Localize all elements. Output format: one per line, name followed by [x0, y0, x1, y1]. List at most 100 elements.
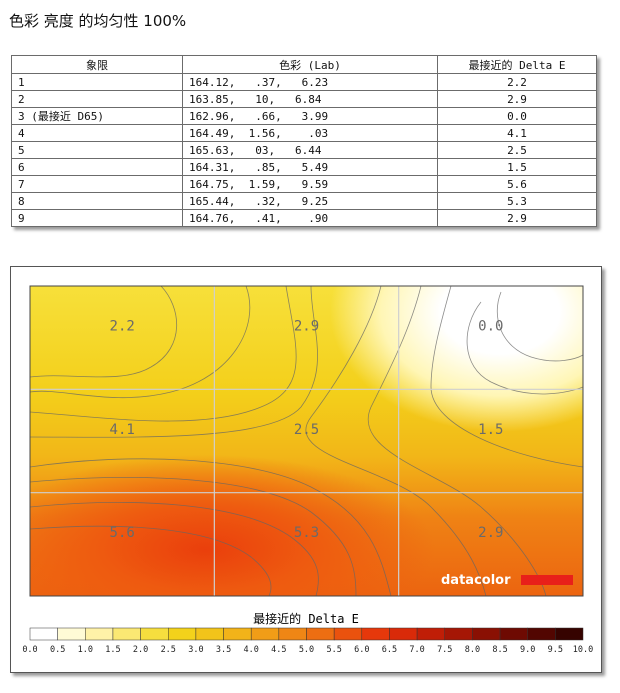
heatmap-cool-region — [330, 286, 583, 432]
cell-value-label: 2.9 — [294, 318, 319, 334]
header-lab: 色彩 (Lab) — [182, 55, 438, 74]
lab-cell: 164.75, 1.59, 9.59 — [182, 175, 438, 193]
lab-cell: 164.49, 1.56, .03 — [182, 124, 438, 142]
quadrant-cell: 3 (最接近 D65) — [11, 107, 183, 125]
page-title: 色彩 亮度 的均匀性 100% — [9, 12, 187, 30]
quadrant-cell: 5 — [11, 141, 183, 159]
contour-line — [30, 286, 297, 422]
legend-swatch — [389, 627, 418, 641]
cell-value-label: 5.3 — [294, 525, 319, 541]
contour-line — [305, 286, 487, 596]
table-row: 6 164.31, .85, 5.49 1.5 — [11, 158, 597, 176]
contour-line — [466, 301, 583, 395]
contour-line — [30, 502, 319, 596]
quadrant-cell: 4 — [11, 124, 183, 142]
legend-tick-label: 7.5 — [437, 645, 452, 655]
cell-value-label: 1.5 — [478, 422, 503, 438]
delta-e-cell: 4.1 — [437, 124, 597, 142]
lab-cell: 164.31, .85, 5.49 — [182, 158, 438, 176]
heatmap-hot-region — [30, 454, 436, 596]
cell-value-label: 2.2 — [110, 318, 135, 334]
cell-value-label: 5.6 — [110, 525, 135, 541]
legend-swatch — [85, 627, 114, 641]
contour-line — [30, 286, 178, 378]
legend-tick-label: 9.0 — [520, 645, 535, 655]
legend-tick-label: 5.0 — [299, 645, 314, 655]
lab-cell: 164.76, .41, .90 — [182, 209, 438, 227]
legend-swatch — [250, 627, 280, 641]
table-header-row: 象限 色彩 (Lab) 最接近的 Delta E — [11, 55, 597, 74]
cell-value-label: 0.0 — [478, 318, 503, 334]
lab-cell: 164.12, .37, 6.23 — [182, 73, 438, 91]
contour-line — [30, 286, 318, 438]
legend-tick-label: 6.5 — [382, 645, 397, 655]
delta-e-cell: 2.9 — [437, 90, 597, 108]
delta-e-cell: 2.5 — [437, 141, 597, 159]
plot-frame — [29, 285, 584, 597]
datacolor-logo-bar — [521, 575, 573, 585]
legend-swatch — [112, 627, 141, 641]
quadrant-cell: 7 — [11, 175, 183, 193]
legend-tick-label: 2.5 — [161, 645, 176, 655]
legend-tick-label: 0.5 — [50, 645, 65, 655]
uniformity-table-wrap: 象限 色彩 (Lab) 最接近的 Delta E 1 164.12, .37, 6… — [11, 55, 597, 227]
legend-tick-label: 0.0 — [22, 645, 37, 655]
legend-swatch — [416, 627, 446, 641]
cell-value-label: 2.9 — [478, 525, 503, 541]
contour-line — [30, 525, 272, 596]
legend-swatch — [140, 627, 169, 641]
lab-cell: 165.63, 03, 6.44 — [182, 141, 438, 159]
table-row: 2 163.85, 10, 6.84 2.9 — [11, 90, 597, 108]
quadrant-cell: 6 — [11, 158, 183, 176]
legend-tick-label: 4.5 — [271, 645, 286, 655]
header-delta-e: 最接近的 Delta E — [437, 55, 597, 74]
delta-e-cell: 5.6 — [437, 175, 597, 193]
cell-value-label: 4.1 — [110, 422, 135, 438]
legend-swatch — [195, 627, 224, 641]
contour-line — [496, 291, 583, 362]
legend-tick-label: 8.0 — [465, 645, 480, 655]
legend-tick-label: 10.0 — [573, 645, 593, 655]
heatmap-figure: 2.2 2.9 0.0 4.1 2.5 1.5 5.6 5.3 2.9 datacolor 最接… — [10, 266, 602, 673]
legend-tick-label: 3.5 — [216, 645, 231, 655]
legend-swatch — [527, 627, 556, 641]
quadrant-cell: 1 — [11, 73, 183, 91]
legend-tick-label: 6.0 — [354, 645, 369, 655]
table-row: 3 (最接近 D65) 162.96, .66, 3.99 0.0 — [11, 107, 597, 125]
legend-swatch — [168, 627, 197, 641]
delta-e-cell: 2.2 — [437, 73, 597, 91]
quadrant-cell: 8 — [11, 192, 183, 210]
heatmap-chart: 2.2 2.9 0.0 4.1 2.5 1.5 5.6 5.3 2.9 datacolor 最接… — [22, 285, 593, 655]
legend-swatch — [555, 627, 584, 641]
legend-swatch — [444, 627, 473, 641]
lab-cell: 165.44, .32, 9.25 — [182, 192, 438, 210]
legend-swatch — [499, 627, 528, 641]
delta-e-cell: 2.9 — [437, 209, 597, 227]
table-row: 9 164.76, .41, .90 2.9 — [11, 209, 597, 227]
contour-line — [30, 458, 392, 596]
table-row: 4 164.49, 1.56, .03 4.1 — [11, 124, 597, 142]
legend-tick-label: 8.5 — [492, 645, 507, 655]
quadrant-cell: 2 — [11, 90, 183, 108]
legend-tick-label: 2.0 — [133, 645, 148, 655]
legend-swatch — [278, 627, 307, 641]
legend-swatch — [361, 627, 390, 641]
table-row: 1 164.12, .37, 6.23 2.2 — [11, 73, 597, 91]
legend-tick-label: 1.5 — [105, 645, 120, 655]
header-quadrant: 象限 — [11, 55, 183, 74]
legend-tick-label: 4.0 — [244, 645, 259, 655]
table-row: 5 165.63, 03, 6.44 2.5 — [11, 141, 597, 159]
delta-e-cell: 0.0 — [437, 107, 597, 125]
legend-swatch — [472, 627, 501, 641]
legend-swatch — [306, 627, 335, 641]
table-row: 8 165.44, .32, 9.25 5.3 — [11, 192, 597, 210]
legend-tick-label: 7.0 — [409, 645, 424, 655]
quadrant-cell: 9 — [11, 209, 183, 227]
legend-tick-label: 3.0 — [188, 645, 203, 655]
contour-line — [30, 477, 357, 596]
legend-swatch — [223, 627, 252, 641]
uniformity-table: 象限 色彩 (Lab) 最接近的 Delta E 1 164.12, .37, 6… — [11, 55, 597, 227]
delta-e-cell: 5.3 — [437, 192, 597, 210]
datacolor-logo: datacolor — [441, 573, 511, 588]
contour-lines — [30, 286, 583, 596]
